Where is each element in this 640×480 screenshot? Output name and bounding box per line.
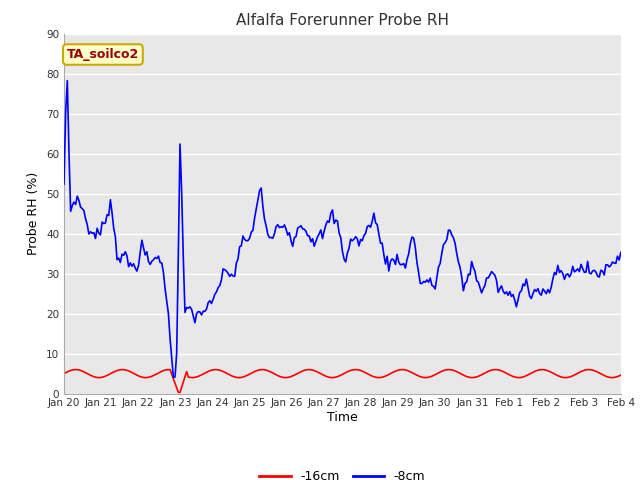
Legend: -16cm, -8cm: -16cm, -8cm [254, 465, 430, 480]
Y-axis label: Probe RH (%): Probe RH (%) [28, 172, 40, 255]
X-axis label: Time: Time [327, 411, 358, 424]
Title: Alfalfa Forerunner Probe RH: Alfalfa Forerunner Probe RH [236, 13, 449, 28]
Text: TA_soilco2: TA_soilco2 [67, 48, 139, 61]
